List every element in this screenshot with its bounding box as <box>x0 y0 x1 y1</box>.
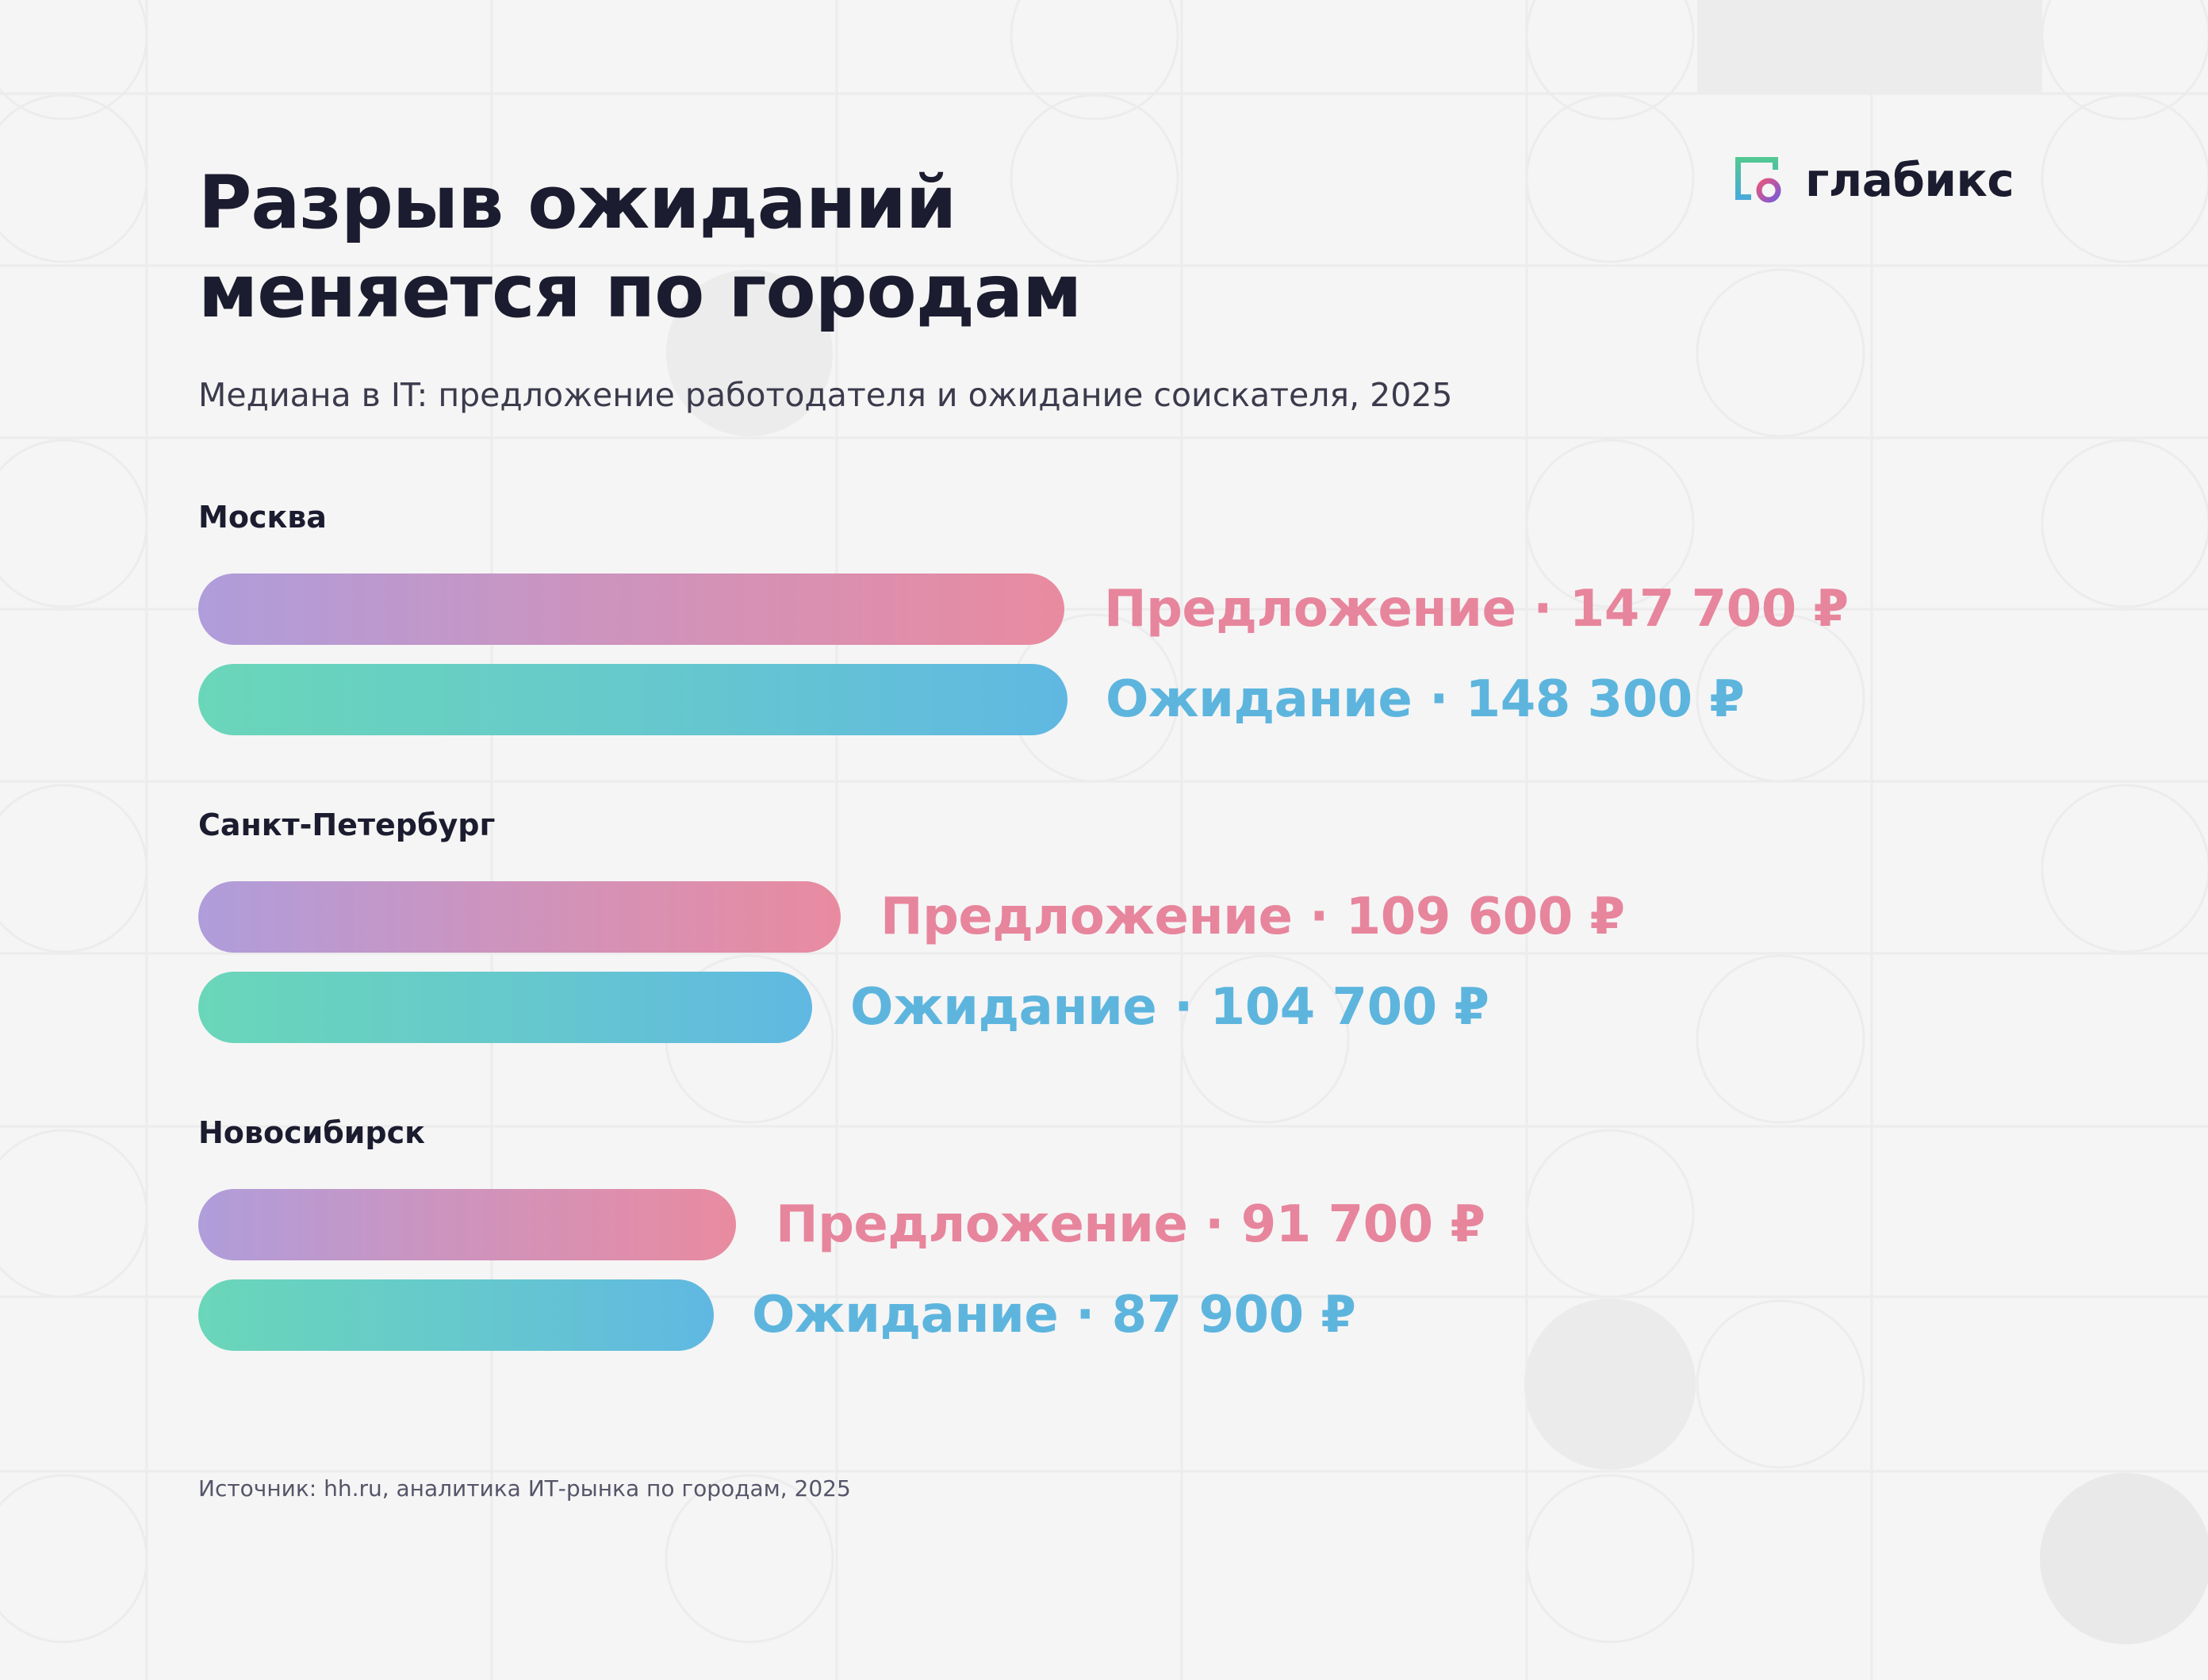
offer-value-label: Предложение · 109 600 ₽ <box>880 888 1625 946</box>
city-label: Новосибирск <box>198 1115 425 1150</box>
logo-text: глабикс <box>1805 153 2014 207</box>
expectation-bar <box>198 1279 714 1351</box>
expectation-value-label: Ожидание · 87 900 ₽ <box>752 1286 1356 1344</box>
expectation-value-label: Ожидание · 104 700 ₽ <box>850 978 1489 1037</box>
offer-bar <box>198 1189 736 1260</box>
source-note: Источник: hh.ru, аналитика ИТ-рынка по г… <box>198 1475 851 1502</box>
city-label: Москва <box>198 500 327 535</box>
offer-value-label: Предложение · 91 700 ₽ <box>776 1195 1485 1254</box>
brand-logo: глабикс <box>1732 152 2014 208</box>
offer-bar <box>198 881 841 953</box>
title-line-1: Разрыв ожиданий <box>198 160 956 245</box>
offer-value-label: Предложение · 147 700 ₽ <box>1104 580 1849 639</box>
city-label: Санкт-Петербург <box>198 807 496 842</box>
expectation-value-label: Ожидание · 148 300 ₽ <box>1106 670 1745 729</box>
expectation-bar <box>198 972 812 1043</box>
page-title: Разрыв ожиданий меняется по городам <box>198 159 1082 336</box>
offer-bar <box>198 573 1064 645</box>
expectation-bar <box>198 664 1068 735</box>
title-line-2: меняется по городам <box>198 249 1082 334</box>
glabix-logo-icon <box>1735 157 1781 203</box>
page-subtitle: Медиана в IT: предложение работодателя и… <box>198 376 1453 414</box>
